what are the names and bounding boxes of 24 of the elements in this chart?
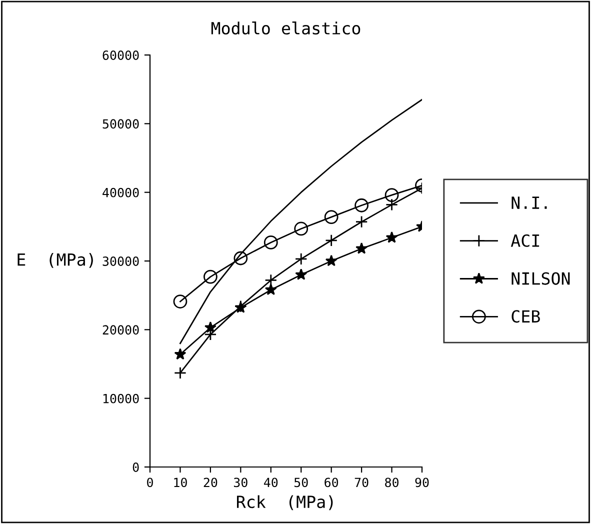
y-tick-label: 30000 bbox=[102, 256, 139, 266]
y-tick-label: 40000 bbox=[102, 188, 139, 198]
x-axis-title: Rck (MPa) bbox=[236, 495, 333, 510]
x-tick-label: 30 bbox=[234, 478, 248, 488]
x-tick-label: 0 bbox=[147, 478, 153, 488]
chart-title: Modulo elastico bbox=[211, 22, 360, 35]
legend-label: ACI bbox=[510, 234, 540, 247]
y-tick-label: 0 bbox=[132, 462, 139, 472]
y-tick-label: 60000 bbox=[102, 50, 139, 60]
x-tick-label: 70 bbox=[354, 478, 368, 488]
x-tick-label: 80 bbox=[385, 478, 398, 488]
x-tick-label: 60 bbox=[324, 478, 338, 488]
x-tick-label: 90 bbox=[415, 478, 429, 488]
y-tick-label: 20000 bbox=[102, 325, 139, 335]
y-tick-label: 10000 bbox=[103, 394, 139, 404]
y-axis-title: E (MPa) bbox=[18, 252, 93, 268]
x-tick-label: 40 bbox=[264, 478, 278, 488]
x-tick-label: 10 bbox=[174, 478, 187, 488]
y-tick-label: 50000 bbox=[102, 119, 139, 129]
legend-label: N.I. bbox=[512, 196, 547, 209]
x-tick-label: 20 bbox=[204, 478, 218, 488]
x-tick-label: 50 bbox=[294, 478, 308, 488]
legend-label: NILSON bbox=[512, 272, 570, 285]
legend-label: CEB bbox=[512, 310, 540, 323]
